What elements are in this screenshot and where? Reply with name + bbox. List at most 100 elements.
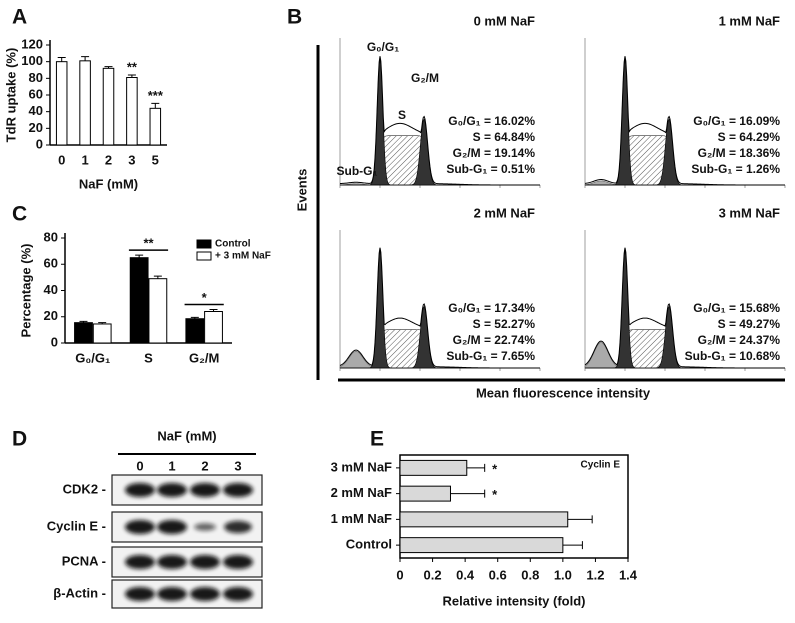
bar	[185, 318, 205, 344]
phase-stat: G₂/M = 22.74%	[453, 333, 536, 347]
peak-label: Sub-G₁	[337, 164, 378, 178]
band	[125, 520, 155, 534]
axis-label: Mean fluorescence intensity	[476, 385, 651, 400]
chart-title: Cyclin E	[581, 460, 621, 471]
error-bar	[79, 320, 88, 323]
error-bar	[567, 515, 593, 524]
histogram-axes	[339, 230, 540, 369]
bar	[399, 485, 451, 502]
peak-label: G₂/M	[411, 71, 439, 85]
legend-swatch	[196, 239, 212, 249]
band	[224, 520, 252, 534]
y-tick-label: 40	[29, 103, 43, 118]
y-tick-label: 60	[44, 256, 58, 271]
y-tick-label: 2 mM NaF	[331, 485, 392, 500]
panel-label: D	[12, 428, 27, 451]
histogram-envelope	[584, 247, 785, 369]
error-bar	[562, 541, 583, 550]
significance: *	[492, 487, 498, 502]
blot-header: NaF (mM)	[157, 428, 216, 443]
x-tick-label: 1	[81, 152, 88, 167]
histogram-envelope	[584, 56, 786, 186]
x-tick-label: 3	[128, 152, 135, 167]
peak-label: G₀/G₁	[367, 40, 399, 54]
x-tick-label: 1.0	[554, 567, 572, 582]
x-axis-label: Relative intensity (fold)	[442, 593, 585, 608]
phase-stat: G₂/M = 18.36%	[698, 146, 781, 160]
x-tick-label: 1.2	[586, 567, 604, 582]
band	[190, 483, 220, 497]
error-bar	[127, 74, 136, 78]
x-tick-label: G₂/M	[189, 350, 219, 365]
panel-label: B	[287, 6, 302, 29]
histogram-envelope	[339, 247, 540, 369]
error-bar	[190, 316, 199, 319]
band	[157, 520, 187, 534]
phase-stat: Sub-G₁ = 1.26%	[691, 162, 780, 176]
band	[194, 523, 216, 531]
bar	[129, 257, 149, 344]
phase-stat: S = 49.27%	[718, 317, 781, 331]
y-axis-label: TdR uptake (%)	[3, 48, 18, 143]
x-tick-label: 0.4	[456, 567, 475, 582]
y-tick-label: 40	[44, 282, 58, 297]
bar	[102, 67, 115, 146]
phase-stat: S = 64.84%	[473, 130, 536, 144]
x-axis-label: NaF (mM)	[79, 176, 138, 191]
bar	[149, 107, 162, 146]
phase-stat: S = 52.27%	[473, 317, 536, 331]
histogram-title: 2 mM NaF	[474, 205, 535, 220]
phase-stat: S = 64.29%	[718, 130, 781, 144]
band	[190, 555, 220, 569]
blot-row-label: CDK2 -	[63, 481, 106, 496]
y-tick-label: 20	[44, 308, 58, 323]
blot-row-label: β-Actin -	[53, 585, 106, 600]
panel-label: E	[370, 428, 384, 451]
y-tick-label: 0	[36, 136, 43, 151]
y-tick-label: 1 mM NaF	[331, 511, 392, 526]
bar	[74, 322, 93, 344]
legend-swatch	[196, 251, 212, 261]
band	[223, 555, 253, 569]
blot-row-label: PCNA -	[62, 553, 106, 568]
error-bar	[151, 102, 160, 109]
error-bar	[81, 56, 90, 61]
bar	[79, 60, 91, 146]
histogram-envelope	[339, 56, 541, 186]
peak-label: S	[398, 108, 406, 122]
x-tick-label: 1.4	[619, 567, 638, 582]
y-tick-label: 80	[44, 229, 58, 244]
legend-label: Control	[215, 239, 251, 250]
band	[125, 587, 155, 601]
bar	[204, 311, 223, 344]
significance: ***	[148, 88, 164, 103]
band	[157, 587, 187, 601]
bar	[399, 537, 564, 554]
x-tick-label: 2	[105, 152, 112, 167]
lane-label: 0	[136, 458, 143, 473]
bar	[92, 323, 112, 344]
y-tick-label: Control	[346, 537, 392, 552]
bar	[126, 77, 138, 146]
panel-label: A	[12, 6, 27, 29]
y-tick-label: 60	[29, 86, 43, 101]
error-bar	[57, 57, 66, 62]
y-tick-label: 0	[51, 334, 58, 349]
band	[223, 587, 253, 601]
lane-label: 1	[168, 458, 175, 473]
phase-stat: G₂/M = 24.37%	[698, 333, 781, 347]
error-bar	[450, 489, 486, 498]
phase-stat: G₀/G₁ = 15.68%	[693, 301, 780, 315]
error-bar	[98, 322, 107, 324]
bar	[148, 278, 168, 344]
error-bar	[209, 309, 218, 312]
lane-label: 2	[201, 458, 208, 473]
significance: **	[143, 236, 154, 251]
y-tick-label: 20	[29, 120, 43, 135]
phase-stat: G₀/G₁ = 17.34%	[448, 301, 535, 315]
phase-stat: G₂/M = 19.14%	[453, 146, 536, 160]
significance: **	[127, 59, 138, 74]
plot-frame	[399, 454, 629, 559]
x-tick-label: 0	[58, 152, 65, 167]
